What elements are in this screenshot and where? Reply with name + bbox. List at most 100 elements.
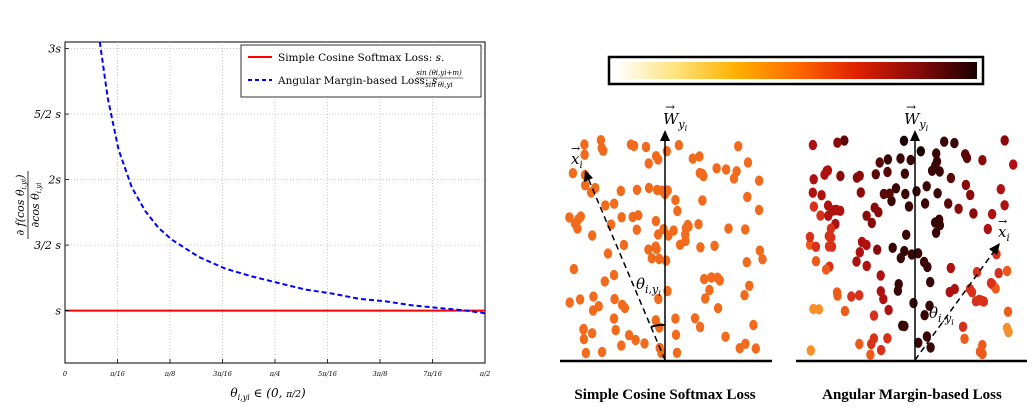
right-caption: Angular Margin-based Loss [822, 387, 1002, 403]
sample-dot [579, 333, 589, 345]
sample-dot [876, 286, 885, 297]
sample-dot [617, 299, 627, 310]
x-axis-label: θi,yi ∈ (0, π/2) [230, 386, 306, 402]
sample-dot [751, 343, 760, 354]
sample-dot [588, 305, 598, 316]
sample-dot [644, 158, 653, 169]
sample-dot [954, 203, 963, 214]
series-group [65, 41, 486, 315]
sample-dot [632, 184, 642, 195]
left-weight-label: Wyi [663, 110, 688, 133]
sample-dot [662, 146, 671, 157]
right-weight-arrowhead [910, 130, 920, 141]
sample-dot [916, 146, 925, 157]
sample-dot [855, 170, 864, 181]
sample-dot [640, 338, 649, 349]
sample-dot [721, 331, 730, 342]
angular-illustration: Wyi → xi → θi,yi Wyi → xi → θi,yi Simple… [560, 55, 1027, 403]
sample-dot [597, 142, 606, 154]
sample-dot [619, 239, 629, 251]
sample-dot [805, 231, 815, 243]
sample-dot [699, 171, 708, 182]
sample-dot [749, 319, 758, 331]
sample-dot [628, 211, 637, 223]
sample-dot [655, 253, 664, 265]
sample-dot [755, 245, 765, 256]
sample-dot [609, 198, 619, 209]
sample-dot [855, 338, 864, 350]
x-tick-label: π/8 [164, 370, 176, 378]
sample-dot [616, 185, 625, 197]
sample-dot [1002, 265, 1012, 277]
sample-dot [969, 208, 978, 219]
sample-dot [664, 230, 673, 241]
x-tick-label: 5π/16 [318, 370, 337, 378]
sample-dot [983, 223, 992, 235]
sample-dot [1004, 326, 1013, 338]
sample-dot [575, 294, 585, 305]
sample-dot [960, 333, 969, 344]
sample-dot [694, 219, 703, 230]
sample-dot [1000, 200, 1009, 211]
sample-dot [996, 184, 1005, 195]
sample-dot [701, 293, 710, 304]
sample-dot [840, 305, 850, 317]
sample-dot [591, 182, 600, 194]
sample-dot [920, 310, 929, 321]
sample-dot [958, 321, 968, 332]
sample-dot [661, 255, 671, 266]
sample-dot [862, 210, 871, 221]
sample-dot [811, 256, 821, 267]
sample-dot [900, 320, 909, 332]
y-axis-label: ∂ f(cos θi,yi) ∂cos θi,yi [14, 171, 43, 239]
sample-dot [681, 235, 690, 247]
sample-dot [866, 349, 875, 360]
left-caption: Simple Cosine Softmax Loss [574, 387, 755, 403]
sample-dot [743, 157, 753, 168]
sample-dot [914, 337, 923, 348]
x-tick-label: π/16 [109, 370, 125, 378]
sample-dot [923, 261, 932, 273]
sample-dot [884, 304, 893, 316]
sample-dot [1000, 135, 1009, 146]
sample-dot [745, 280, 754, 291]
sample-dot [654, 293, 663, 305]
sample-dot [671, 313, 680, 324]
sample-dot [688, 153, 697, 164]
sample-dot [950, 137, 959, 149]
x-tick-label: π/2 [479, 370, 491, 378]
sample-dot [655, 322, 664, 333]
sample-dot [631, 334, 640, 346]
sample-dot [896, 252, 905, 264]
sample-dot [617, 212, 626, 223]
sample-dot [852, 256, 861, 267]
sample-dot [972, 266, 982, 278]
x-tick-label: 3π/16 [213, 370, 232, 378]
sample-dot [978, 155, 987, 166]
x-tick-label: π/4 [269, 370, 281, 378]
sample-dot [907, 249, 916, 260]
sample-dot [931, 227, 941, 238]
sample-dot [696, 242, 705, 253]
sample-dot [814, 304, 824, 315]
sample-dot [904, 201, 914, 212]
sample-dot [879, 293, 888, 305]
sample-dot [950, 283, 959, 295]
sample-dot [833, 137, 842, 148]
sample-dot [946, 172, 956, 184]
sample-dot [870, 202, 879, 213]
sample-dot [672, 347, 682, 358]
sample-dot [587, 328, 597, 339]
sample-dot [824, 231, 833, 242]
sample-dot [651, 241, 660, 252]
sample-dot [855, 290, 864, 301]
sample-dot [876, 270, 885, 281]
sample-dot [986, 277, 996, 289]
right-sample-dots [805, 135, 1018, 360]
sample-dot [940, 136, 949, 147]
sample-dot [994, 267, 1003, 279]
sample-dot [893, 285, 903, 296]
sample-dot [913, 248, 923, 259]
sample-dot [609, 269, 619, 281]
